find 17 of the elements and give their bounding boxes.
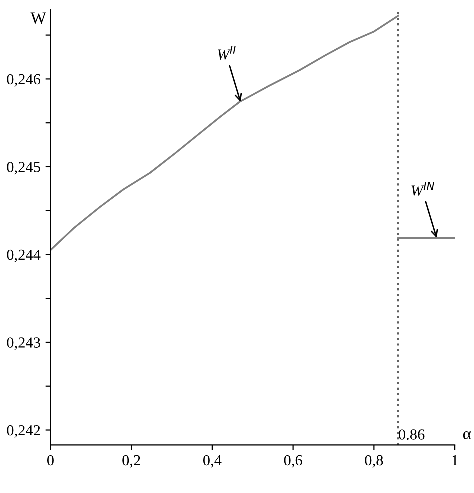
annotation: W$^{IN}$: [412, 182, 434, 196]
x-tick-label: 0,2: [122, 455, 140, 468]
annotation: W$^{II}$: [218, 46, 236, 60]
x-tick-label: 0: [47, 455, 54, 466]
x-axis-title: α: [463, 431, 472, 440]
y-tick-label: 0,243: [7, 338, 40, 350]
x-tick-label: 0,4: [203, 455, 222, 468]
ref-line-label: 0.86: [399, 430, 425, 440]
x-tick-label: 1: [452, 455, 458, 466]
y-tick-label: 0,246: [7, 74, 41, 87]
y-tick-label: 0,245: [7, 162, 40, 175]
x-tick-label: 0,6: [284, 455, 302, 468]
y-tick-label: 0,244: [7, 250, 41, 262]
y-tick-label: 0,242: [7, 425, 40, 438]
line-series: [50, 15, 400, 252]
x-tick-label: 0,8: [365, 455, 384, 468]
y-axis-title: W: [30, 12, 46, 24]
